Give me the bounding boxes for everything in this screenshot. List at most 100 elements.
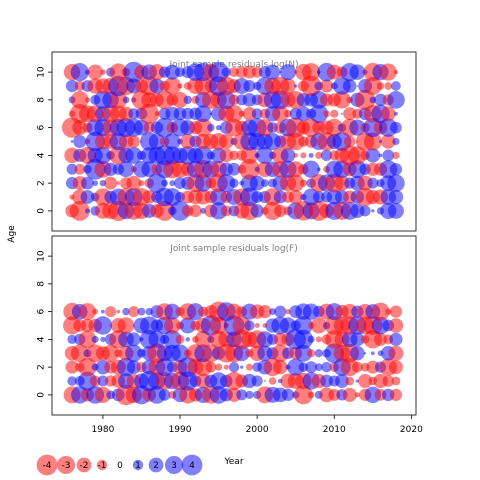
residual-bubble [226,303,242,320]
residual-bubble [274,305,287,318]
residual-bubble [207,123,215,132]
residual-bubble [80,190,95,204]
residual-bubble [67,334,77,345]
residual-bubble [137,307,146,316]
residual-bubble [389,163,403,176]
residual-bubble [126,175,142,191]
residual-bubble [251,108,263,120]
residual-bubble [69,200,90,221]
residual-bubble [242,107,257,121]
residual-bubble [70,140,74,143]
residual-bubble [227,162,241,176]
residual-bubble [91,335,99,343]
residual-bubble [317,167,321,172]
residual-bubble [260,179,269,187]
residual-bubble [389,332,403,346]
residual-bubble [294,316,313,335]
residual-bubble [116,181,121,185]
residual-bubble [239,158,260,180]
residual-bubble [217,174,236,193]
residual-bubble [256,331,273,348]
residual-bubble [161,179,168,187]
residual-bubble [392,151,400,160]
residual-bubble [349,119,366,136]
residual-bubble [352,361,363,373]
residual-bubble [389,388,403,401]
residual-bubble [274,204,287,218]
residual-bubble [122,96,130,104]
residual-bubble [229,178,239,188]
legend: -4 -3 -2 -1 0 1 2 3 4 [36,454,203,476]
residual-bubble [293,385,313,405]
residual-bubble [243,80,256,92]
x-tick-label: 1980 [91,425,114,435]
residual-bubble [340,358,359,377]
residual-bubble [335,374,349,388]
residual-bubble [340,112,343,115]
residual-bubble [286,132,305,151]
residual-bubble [193,145,213,165]
residual-bubble [194,358,213,377]
residual-bubble [385,308,392,315]
residual-bubble [218,134,234,149]
residual-bubble [356,85,359,87]
residual-bubble [343,107,357,121]
residual-bubble [388,202,404,219]
panel-logN: Joint sample residuals log(N) 0 2 4 6 8 10 [36,51,417,232]
residual-bubble [225,104,243,123]
legend-label: 1 [135,461,141,471]
residual-bubble [384,82,393,90]
residual-bubble [381,134,396,149]
residual-bubble [382,149,395,162]
residual-bubble [154,200,175,221]
residual-bubble [221,67,232,77]
residual-bubble [194,174,212,192]
residual-bubble [380,106,396,122]
residual-bubble [321,361,332,373]
panel-frame [51,235,417,416]
residual-bubble [122,307,130,316]
residual-bubble [258,305,272,319]
residual-bubble [387,174,405,192]
panel-title: Joint sample residuals log(N) [168,60,298,70]
residual-bubble [249,175,265,191]
residual-bubble [126,360,141,374]
residual-bubble [293,153,299,158]
residual-bubble [100,69,106,75]
y-tick-label: 0 [37,208,47,214]
residual-bubble [391,376,401,386]
residual-bubble [359,205,371,217]
residual-bubble [147,173,167,193]
residual-bubble [185,337,190,342]
residual-bubble [101,309,105,314]
residual-bubble [330,109,339,118]
residual-bubble [205,361,217,373]
residual-bubble [342,387,357,402]
legend-label: -3 [62,461,71,471]
residual-bubble [209,202,228,220]
residual-bubble [220,205,232,217]
legend-label: 2 [153,461,159,471]
residual-bubble [194,330,212,348]
legend-bubble [148,457,164,473]
residual-bubble [78,330,97,349]
residual-bubble [371,209,375,213]
residual-bubble [307,335,315,343]
residual-bubble [265,64,281,80]
residual-bubble [309,104,329,123]
residual-bubble [219,148,233,163]
residual-bubble [245,390,254,400]
residual-bubble [371,302,390,321]
legend-bubble [181,454,203,476]
residual-bubble [354,89,376,111]
residual-bubble [70,63,89,82]
legend-bubble [56,455,76,475]
residual-bubble [163,188,182,206]
residual-bubble [232,316,251,335]
residual-bubble [307,349,316,358]
panel-frame [51,51,417,232]
residual-bubble [84,208,91,214]
residual-bubble [363,352,367,355]
residual-bubble [89,375,101,387]
y-tick-label: 10 [37,66,47,78]
